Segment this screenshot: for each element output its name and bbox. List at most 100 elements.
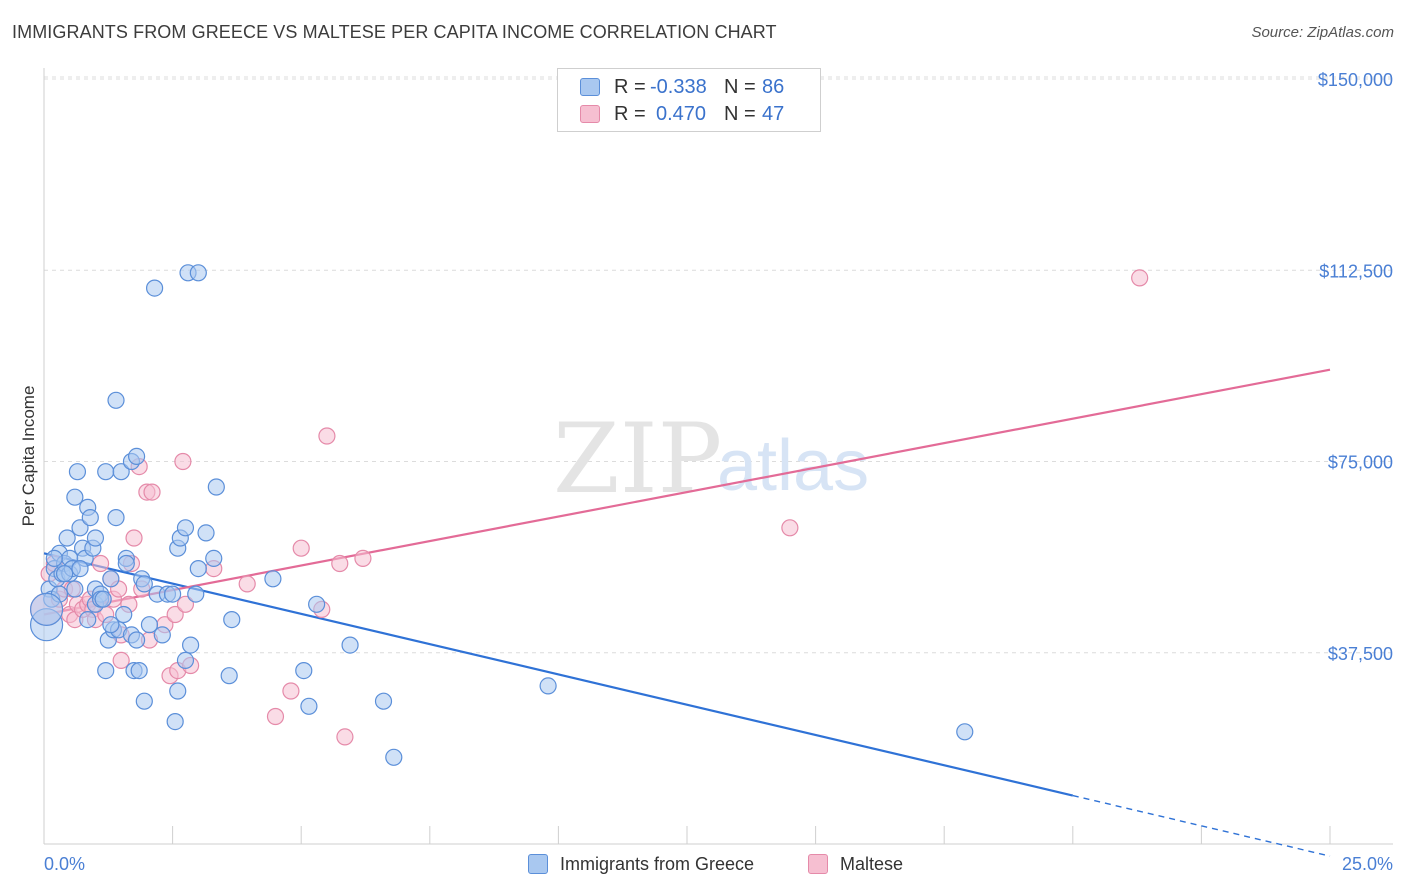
maltese-point (282, 682, 300, 700)
watermark-atlas: atlas (717, 426, 869, 506)
maltese-point (1131, 269, 1149, 287)
y-tick-label: $150,000 (1318, 70, 1393, 90)
maltese-point (318, 427, 336, 445)
legend-row-greece: R = -0.338 N = 86 (580, 75, 784, 99)
greece-point (127, 631, 146, 649)
maltese-point (331, 554, 349, 573)
greece-point (153, 626, 171, 644)
greece-point (115, 605, 133, 624)
greece-point (102, 616, 120, 634)
maltese-point (91, 554, 110, 573)
n-value-greece: 86 (762, 75, 785, 98)
greece-point (539, 677, 557, 695)
greece-point (300, 697, 318, 715)
n-label: N = (724, 102, 756, 125)
r-label: R = (614, 102, 646, 125)
greece-point (187, 585, 205, 603)
grid-lines (44, 76, 1393, 654)
greece-point (308, 595, 326, 613)
legend-row-maltese: R = 0.470 N = 47 (580, 102, 784, 126)
greece-point (45, 549, 63, 568)
trend-lines (43, 368, 1331, 857)
maltese-point (336, 728, 354, 746)
greece-point (145, 279, 164, 297)
greece-trend-extension (1072, 794, 1331, 857)
r-label: R = (614, 75, 646, 98)
greece-point (29, 592, 64, 627)
greece-point (79, 610, 97, 629)
y-tick-label: $112,500 (1319, 261, 1393, 281)
n-label: N = (724, 75, 756, 98)
y-axis-title: Per Capita Income (19, 386, 38, 527)
greece-point (71, 519, 89, 537)
greece-point (341, 636, 359, 654)
y-tick-labels: $37,500 $75,000 $112,500 $150,000 (1318, 70, 1393, 664)
greece-point (264, 570, 282, 588)
greece-point (956, 723, 974, 741)
greece-point (66, 488, 84, 506)
greece-point (140, 616, 159, 634)
greece-point (135, 575, 153, 593)
greece-point (223, 610, 241, 629)
greece-legend-swatch (528, 854, 548, 874)
greece-point (68, 463, 87, 481)
axes (43, 68, 1393, 845)
greece-trend-line (43, 552, 1074, 797)
greece-point (207, 478, 225, 496)
greece-point (295, 661, 313, 680)
maltese-point (266, 707, 285, 726)
bottom-legend-maltese: Maltese (808, 852, 903, 876)
watermark-zip: ZIP (553, 403, 722, 515)
greece-point (81, 508, 99, 527)
maltese-point (354, 549, 372, 568)
greece-swatch (580, 78, 600, 96)
maltese-legend-label: Maltese (840, 853, 904, 874)
greece-point (176, 519, 195, 537)
maltese-point (174, 452, 192, 471)
greece-legend-label: Immigrants from Greece (560, 853, 755, 874)
greece-point (97, 661, 115, 680)
greece-point (107, 391, 125, 409)
maltese-point (112, 651, 130, 670)
maltese-trend-line (43, 368, 1331, 616)
stats-legend: R = -0.338 N = 86 R = 0.470 N = 47 (557, 68, 821, 132)
greece-point (117, 554, 135, 573)
greece-point (127, 447, 146, 465)
y-tick-label: $37,500 (1328, 644, 1393, 664)
greece-point (107, 508, 125, 527)
greece-point (86, 529, 105, 547)
maltese-legend-swatch (808, 854, 828, 874)
greece-point (97, 463, 115, 481)
greece-point (112, 463, 130, 481)
source-label: Source: ZipAtlas.com (1251, 24, 1394, 41)
greece-point (102, 570, 120, 588)
maltese-point (125, 529, 143, 547)
y-tick-label: $75,000 (1328, 453, 1393, 473)
greece-point (220, 667, 238, 685)
x-tick-label-max: 25.0% (1342, 854, 1393, 874)
greece-point (197, 524, 215, 542)
greece-point (189, 559, 207, 578)
greece-point (55, 565, 74, 583)
r-value-maltese: 0.470 (656, 102, 707, 125)
x-tick-label-min: 0.0% (44, 854, 85, 874)
chart-title: IMMIGRANTS FROM GREECE VS MALTESE PER CA… (12, 22, 777, 42)
greece-point (166, 712, 184, 731)
greece-point (182, 636, 200, 654)
maltese-point (166, 605, 184, 624)
greece-point (71, 559, 89, 578)
greece-point (189, 264, 207, 282)
greece-point (58, 529, 76, 547)
greece-point (205, 549, 223, 568)
maltese-point (176, 595, 195, 613)
greece-point (169, 682, 187, 700)
maltese-point (238, 575, 256, 593)
bottom-legend-greece: Immigrants from Greece (528, 852, 754, 876)
greece-point (374, 692, 393, 710)
n-value-maltese: 47 (762, 102, 785, 125)
maltese-point (292, 539, 310, 557)
r-value-greece: -0.338 (650, 75, 707, 98)
greece-point (164, 585, 182, 603)
greece-point (176, 651, 195, 670)
